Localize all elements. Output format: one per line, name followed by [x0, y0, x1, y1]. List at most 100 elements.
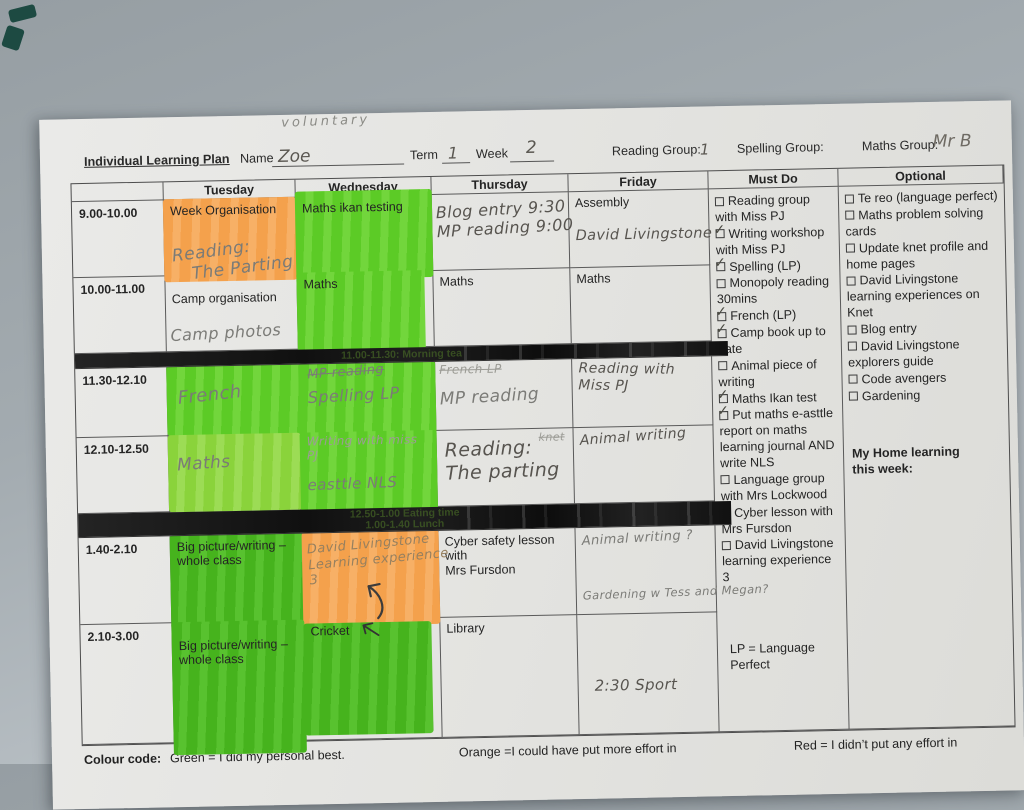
cell-tue-0140: Big picture/writing – whole class: [169, 532, 305, 630]
handwritten-top-annotation: voluntary: [281, 112, 371, 131]
time-label: 11.30-12.10: [75, 367, 169, 439]
tick-icon: ✓: [715, 304, 728, 321]
checklist-item: ✓Reading group with Miss PJ: [714, 192, 835, 226]
tick-icon: ✓: [717, 403, 730, 420]
cell-wed-1210: Writing with miss PJ easttle NLS: [299, 429, 439, 516]
checklist-item: ✓Monopoly reading 30mins: [716, 274, 836, 308]
checkbox: ✓: [848, 372, 861, 386]
maths-group-label: Maths Group:: [861, 137, 939, 154]
checkbox: ✓: [848, 389, 862, 403]
home-learning-heading: My Home learning this week:: [851, 444, 960, 477]
curved-arrow-annotation: [367, 582, 384, 620]
checkbox-icon: [718, 361, 728, 371]
checklist-item-label: David Livingstone learning experience 3: [722, 536, 834, 585]
printed-text: Big picture/writing – whole class: [176, 537, 286, 569]
name-label: Name: [239, 151, 274, 166]
time-label: 2.10-3.00: [80, 623, 175, 746]
colour-code-label: Colour code:: [83, 751, 162, 768]
checklist-item: ✓Blog entry: [847, 320, 1002, 339]
checklist-item: ✓Language group with Mrs Lockwood: [720, 471, 840, 505]
checkbox: ✓: [844, 191, 858, 205]
cell-fri-1210: Animal writing: [573, 425, 715, 505]
cell-thu-0210: Library: [440, 615, 580, 738]
desk-mark: [1, 24, 25, 52]
cell-wed-0900: Maths ikan testing: [294, 188, 434, 280]
printed-text: Assembly: [574, 195, 630, 211]
cell-thu-0900: Blog entry 9:30 MP reading 9:00: [431, 192, 574, 271]
checklist-item: ✓David Livingstone learning experience 3: [721, 536, 842, 586]
checklist-item-label: Put maths e-asttle report on maths learn…: [719, 406, 835, 471]
red-legend: Red = I didn’t put any effort in: [793, 735, 958, 753]
tick-icon: ✓: [714, 254, 727, 271]
time-label: 9.00-10.00: [71, 200, 166, 279]
handwritten-week: 2: [525, 137, 537, 159]
checklist-item-label: Te reo (language perfect): [857, 188, 998, 206]
tick-icon: ✓: [715, 321, 728, 338]
band-text: 11.00-11.30: Morning tea: [340, 346, 462, 362]
band-text: 1.00-1.40 Lunch: [365, 517, 445, 531]
handwritten-text: David Livingstone: [575, 225, 713, 245]
checklist-item: ✓David Livingstone explorers guide: [847, 336, 1004, 371]
checkbox: ✓: [845, 241, 859, 255]
cell-wed-1130: MP reading Spelling LP: [298, 360, 437, 440]
checkbox-icon: [845, 210, 855, 221]
checklist-item-label: Spelling (LP): [729, 258, 801, 274]
handwritten-text: Blog entry 9:30 MP reading 9:00: [435, 196, 574, 242]
checklist-item: ✓Update knet profile and home pages: [845, 238, 1002, 273]
checklist-item: ✓ Camp book up to date: [715, 321, 837, 358]
checkbox-icon: [845, 243, 856, 253]
optional-checklist: ✓Te reo (language perfect) ✓Maths proble…: [844, 188, 1004, 405]
cell-wed-0140: David Livingstone Learning experience 3: [301, 529, 449, 627]
week-label: Week: [475, 146, 509, 162]
checklist-item-label: Animal piece of writing: [718, 357, 817, 389]
time-label: 12.10-12.50: [76, 436, 171, 515]
checkbox-icon: [847, 324, 857, 335]
checkbox: ✓: [716, 276, 729, 290]
cell-fri-0210: 2:30 Sport: [577, 612, 720, 736]
checkbox: ✓: [718, 359, 731, 373]
printed-text: Big picture/writing – whole class: [178, 636, 288, 668]
handwritten-maths-group: Mr B: [932, 131, 972, 152]
checklist-item-label: David Livingstone explorers guide: [848, 337, 960, 370]
reading-group-label: Reading Group:: [611, 142, 701, 159]
checkbox: ✓: [717, 403, 732, 422]
optional-cell: ✓Te reo (language perfect) ✓Maths proble…: [838, 183, 1015, 730]
cell-wed-0210: Cricket: [303, 617, 443, 741]
checklist-item: ✓Animal piece of writing: [718, 357, 838, 391]
tick-icon: ✓: [713, 221, 726, 239]
checkbox: ✓: [714, 194, 728, 208]
mustdo-checklist: ✓Reading group with Miss PJ ✓Writing wor…: [713, 192, 842, 586]
faint-text: Writing with miss PJ: [306, 432, 418, 463]
handwritten-text: Camp photos: [170, 320, 282, 346]
time-label: 10.00-11.00: [73, 276, 167, 355]
desk-mark: [7, 3, 38, 24]
checklist-item: ✓ Maths Ikan test: [717, 387, 838, 407]
checklist-item: ✓Code avengers: [848, 369, 1003, 388]
page-title: Individual Learning Plan: [83, 152, 230, 169]
cell-tue-1130: French: [166, 363, 301, 437]
checklist-item-label: Gardening: [861, 387, 921, 403]
handwritten-term: 1: [447, 143, 459, 163]
checklist-item-label: Code avengers: [861, 370, 947, 386]
printed-text: Week Organisation: [169, 202, 277, 219]
printed-text: Library: [446, 620, 485, 636]
checkbox: ✓: [721, 538, 735, 552]
cell-tue-0900: Week Organisation Reading: The Parting: [162, 196, 298, 284]
printed-text: Maths: [439, 274, 474, 289]
handwritten-name: Zoe: [277, 146, 311, 168]
checkbox-icon: [848, 391, 858, 401]
checklist-item: ✓ French (LP): [715, 304, 836, 325]
cell-fri-0140: Animal writing ? Gardening w Tess and Me…: [575, 525, 769, 616]
handwritten-text: Animal writing ?: [581, 527, 694, 549]
checkbox: ✓: [845, 208, 858, 222]
printed-text: Maths: [576, 271, 611, 287]
handwritten-text: MP reading: [439, 384, 540, 410]
checklist-item: ✓Maths problem solving cards: [845, 205, 1001, 240]
cell-wed-1000: Maths: [296, 270, 435, 356]
checkbox: ✓: [713, 222, 728, 241]
mustdo-cell: ✓Reading group with Miss PJ ✓Writing wor…: [708, 186, 850, 733]
checklist-item-label: Cyber lesson with Mrs Fursdon: [721, 503, 833, 536]
checkbox-icon: [716, 278, 726, 289]
cell-thu-1000: Maths: [433, 268, 572, 347]
handwritten-reading-group: 1: [699, 140, 710, 159]
